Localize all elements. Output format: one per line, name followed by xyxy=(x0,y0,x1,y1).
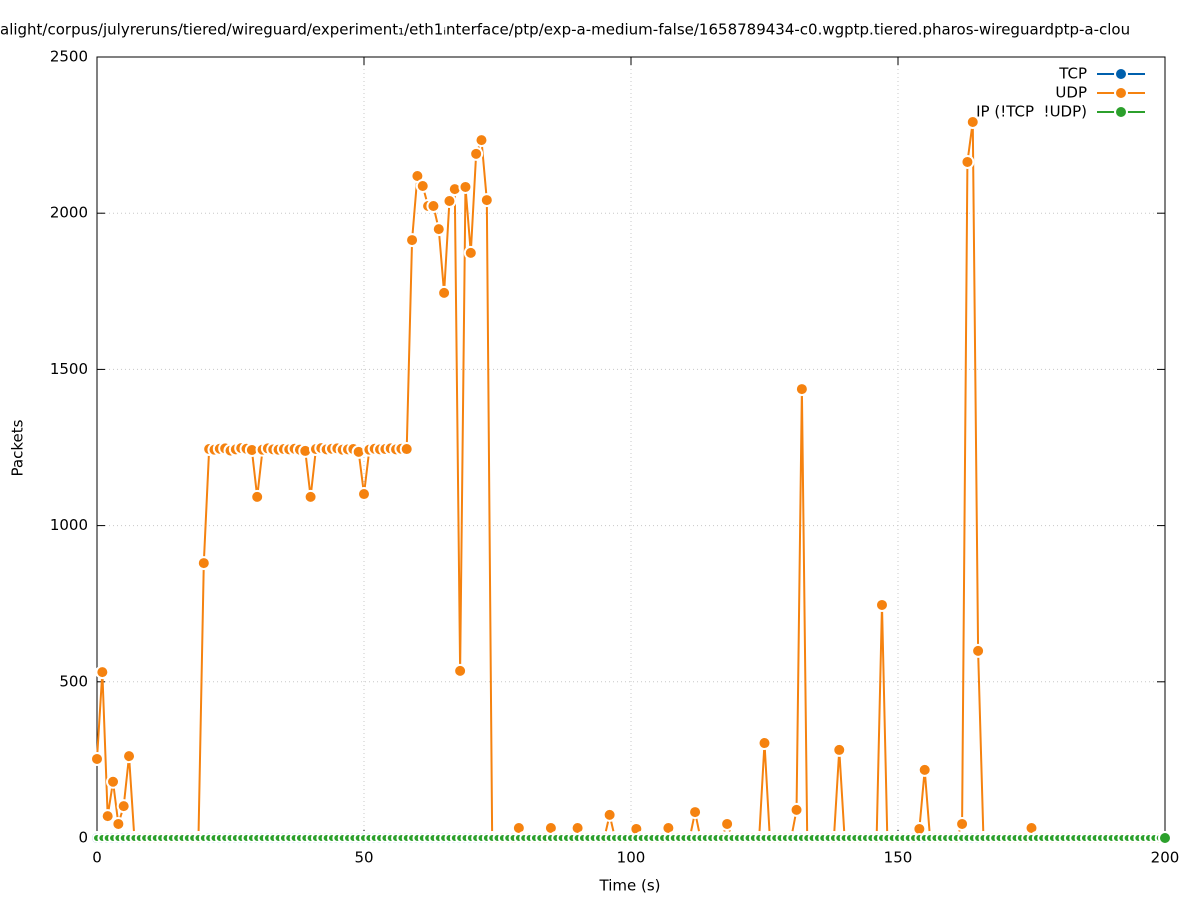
y-tick-label: 2000 xyxy=(50,204,88,222)
data-point xyxy=(917,762,932,777)
data-point xyxy=(794,382,809,397)
data-point xyxy=(453,663,468,678)
legend-marker xyxy=(1114,67,1128,81)
data-point xyxy=(458,179,473,194)
data-point xyxy=(357,487,371,502)
data-point xyxy=(955,816,970,831)
y-tick-label: 500 xyxy=(59,672,88,690)
legend-label: IP (!TCP !UDP) xyxy=(976,103,1087,121)
data-point xyxy=(965,114,980,129)
data-point xyxy=(479,193,494,208)
data-point xyxy=(789,802,804,817)
data-point xyxy=(960,154,975,169)
data-point xyxy=(122,749,137,764)
data-point xyxy=(720,816,735,831)
data-point xyxy=(442,194,457,209)
x-tick-label: 0 xyxy=(92,849,102,867)
data-point xyxy=(463,245,478,260)
x-tick-label: 50 xyxy=(354,849,373,867)
x-tick-label: 200 xyxy=(1151,849,1180,867)
legend-label: TCP xyxy=(1058,65,1087,83)
data-point xyxy=(971,643,986,658)
x-axis-label: Time (s) xyxy=(599,877,661,895)
data-point xyxy=(111,816,126,831)
legend-label: UDP xyxy=(1055,84,1087,102)
data-point xyxy=(431,222,446,237)
data-point xyxy=(303,489,318,504)
y-tick-label: 1000 xyxy=(50,516,88,534)
data-point xyxy=(688,805,703,820)
data-point xyxy=(832,742,847,757)
data-point xyxy=(90,751,104,766)
data-point xyxy=(250,489,265,504)
data-point xyxy=(874,597,889,612)
y-axis-label: Packets xyxy=(9,419,27,476)
data-point xyxy=(426,199,441,214)
data-point xyxy=(100,809,115,824)
legend-marker xyxy=(1114,105,1128,119)
data-point xyxy=(757,736,772,751)
x-tick-label: 100 xyxy=(617,849,646,867)
x-tick-label: 150 xyxy=(884,849,913,867)
y-tick-label: 1500 xyxy=(50,360,88,378)
chart-title: alight/corpus/julyreruns/tiered/wireguar… xyxy=(0,21,1130,39)
data-point xyxy=(437,285,452,300)
y-tick-label: 0 xyxy=(78,829,88,847)
data-point xyxy=(474,133,489,148)
data-point xyxy=(1158,831,1172,845)
data-point xyxy=(116,799,131,814)
data-point xyxy=(469,146,484,161)
legend-marker xyxy=(1114,86,1128,100)
data-point xyxy=(196,556,211,571)
data-point xyxy=(95,665,110,680)
data-point xyxy=(602,807,617,822)
y-tick-label: 2500 xyxy=(50,48,88,66)
data-point xyxy=(405,233,420,248)
data-point xyxy=(106,774,121,789)
data-point xyxy=(415,179,430,194)
data-point xyxy=(399,442,414,457)
